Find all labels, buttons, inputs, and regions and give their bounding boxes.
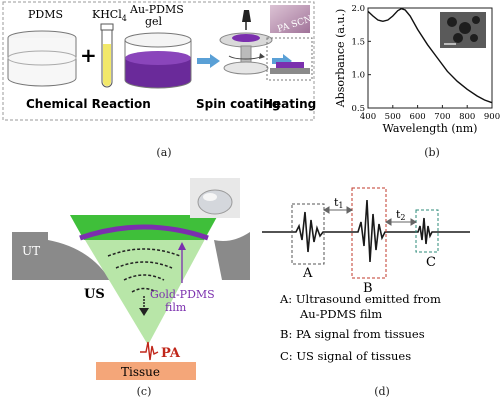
panel-d: t1 t2 A B C A: Ultrasound emitted from A… <box>262 187 470 363</box>
ut-left <box>12 232 110 280</box>
y-axis-label: Absorbance (a.u.) <box>334 9 347 109</box>
x-tick-label: 600 <box>409 112 425 122</box>
ut-label: UT <box>22 244 40 258</box>
legend-b: B: PA signal from tissues <box>280 327 425 341</box>
t2-arrow <box>385 218 417 226</box>
arrow-to-spin <box>197 54 220 68</box>
box-c <box>415 209 439 253</box>
legend-a-2: Au-PDMS film <box>299 307 382 321</box>
gel-beaker <box>124 32 192 89</box>
plot-frame <box>367 7 493 109</box>
gold-pdms-label-2: film <box>165 301 187 314</box>
khcl4-label: KHCl4 <box>92 8 127 23</box>
caption-a: (a) <box>156 146 172 159</box>
wave-arcs <box>107 248 181 293</box>
heating-label: Heating <box>263 97 316 111</box>
gold-pdms-film <box>79 224 209 241</box>
gel-label-1: Au-PDMS <box>129 3 184 16</box>
us-label: US <box>84 287 105 302</box>
nanoparticle <box>459 22 471 34</box>
film-pointer-head <box>178 242 186 250</box>
y-tick-label: 1.0 <box>351 71 365 81</box>
spin-coating-label: Spin coating <box>196 97 281 111</box>
caption-b: (b) <box>424 146 440 159</box>
film-on-plate <box>276 62 304 68</box>
tissue-block <box>96 362 196 380</box>
mark-c: C <box>426 255 436 270</box>
caption-d: (d) <box>374 385 390 398</box>
legend-c: C: US signal of tissues <box>280 349 411 363</box>
t1-arrow <box>323 206 353 214</box>
box-b <box>351 187 387 279</box>
chemical-reaction-label: Chemical Reaction <box>26 97 151 111</box>
x-tick-label: 700 <box>434 112 450 122</box>
pa-label: PA <box>161 346 181 361</box>
t2-label: t2 <box>396 208 406 222</box>
nanoparticle <box>472 16 480 24</box>
pa-scn-photo: PA SCN <box>270 5 313 35</box>
tissue-label: Tissue <box>121 365 160 379</box>
spin-coater <box>219 10 273 75</box>
gel-label-2: gel <box>145 15 163 28</box>
ut-right-shape <box>214 232 250 280</box>
y-tick-label: 2.0 <box>351 4 365 14</box>
t1-label: t1 <box>334 196 344 210</box>
legend-a-1: A: Ultrasound emitted from <box>279 292 441 306</box>
nanoparticle <box>470 34 478 42</box>
pdms-beaker <box>7 30 77 87</box>
gold-pdms-label-1: Gold-PDMS <box>150 288 215 301</box>
x-tick-label: 500 <box>385 112 401 122</box>
panel-a-frame <box>2 1 315 121</box>
x-tick-label: 900 <box>484 112 500 122</box>
plus-sign: + <box>80 43 97 67</box>
y-tick-label: 0.5 <box>351 104 365 114</box>
down-arrow-icon <box>139 296 149 316</box>
x-tick-label: 800 <box>459 112 475 122</box>
x-tick-label: 400 <box>360 112 376 122</box>
pdms-label: PDMS <box>28 8 63 21</box>
x-axis-label: Wavelength (nm) <box>383 122 478 135</box>
absorbance-line <box>367 7 493 104</box>
panel-b-chart: 400 500 600 700 800 900 0.5 1.0 1.5 2.0 Wavelength… <box>334 4 500 135</box>
panel-c: UT US Gold-PDMS film PA Tissue <box>12 178 250 380</box>
hot-plate <box>270 68 310 74</box>
pa-signal-icon <box>140 341 159 361</box>
dome-photo <box>190 178 240 218</box>
nanoparticle <box>447 17 457 27</box>
y-tick-label: 1.5 <box>351 37 365 47</box>
box-a <box>291 203 325 265</box>
mark-b: B <box>363 281 373 296</box>
signal-trace <box>262 199 470 263</box>
mark-a: A <box>302 266 313 281</box>
heating-dashed-box <box>266 37 313 81</box>
nanoparticle <box>453 33 463 43</box>
khcl4-tube <box>100 23 114 88</box>
caption-c: (c) <box>136 385 152 398</box>
